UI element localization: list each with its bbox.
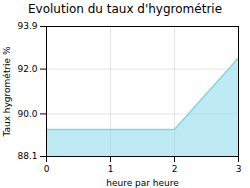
svg-text:93.9: 93.9 [17,21,37,31]
svg-text:1: 1 [108,164,114,174]
svg-text:heure par heure: heure par heure [106,178,179,188]
svg-text:2: 2 [172,164,178,174]
svg-text:92.0: 92.0 [17,64,37,74]
svg-text:Taux hygrométrie %: Taux hygrométrie % [2,46,12,138]
svg-text:88.1: 88.1 [17,151,37,161]
svg-text:0: 0 [44,164,50,174]
svg-text:90.0: 90.0 [17,109,37,119]
svg-text:3: 3 [236,164,242,174]
html-text:Evolution du taux d'hygrométri: Evolution du taux d'hygrométrie [28,2,222,16]
